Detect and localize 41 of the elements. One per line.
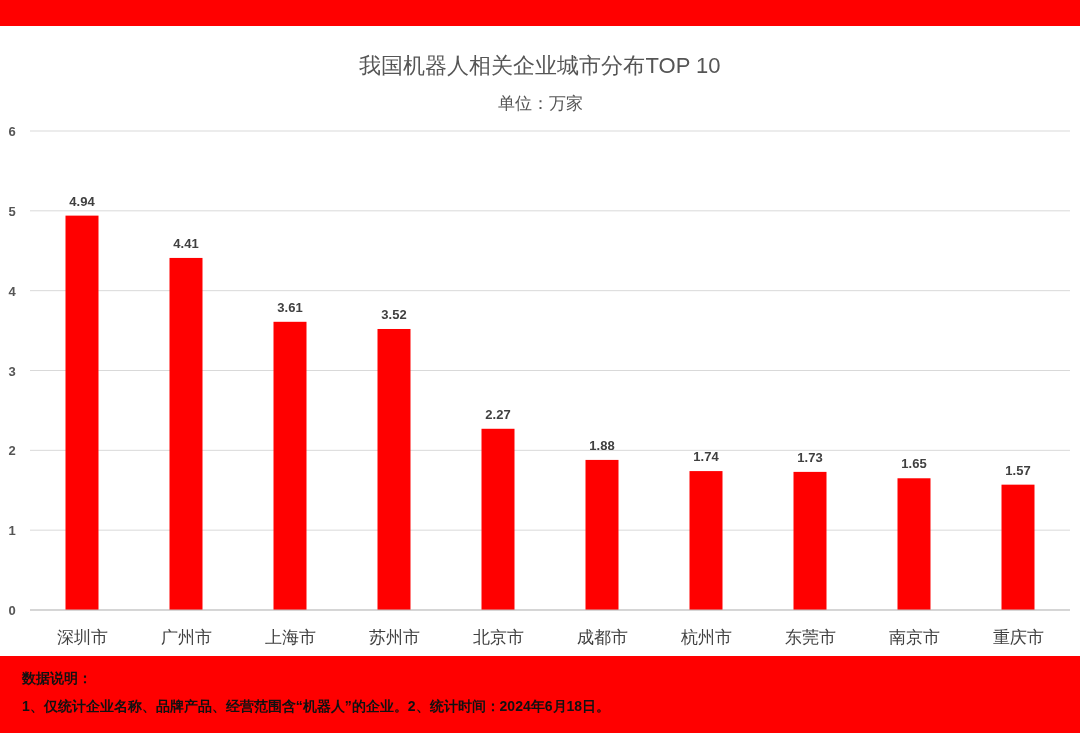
bar — [689, 471, 723, 610]
x-tick-label: 上海市 — [264, 628, 316, 647]
data-label: 3.61 — [277, 299, 303, 315]
x-tick-label: 广州市 — [160, 628, 212, 647]
x-tick-label: 深圳市 — [56, 628, 108, 647]
bar — [273, 321, 307, 610]
data-label: 1.74 — [693, 449, 720, 465]
y-tick-label: 2 — [8, 443, 16, 459]
data-label: 1.73 — [797, 449, 823, 465]
data-label: 2.27 — [485, 406, 511, 422]
data-label: 1.57 — [1005, 462, 1031, 478]
x-tick-label: 重庆市 — [992, 628, 1044, 647]
y-tick-label: 1 — [8, 523, 16, 539]
x-tick-label: 北京市 — [472, 628, 524, 647]
data-label: 4.41 — [173, 235, 199, 251]
y-tick-label: 4 — [8, 283, 17, 299]
y-tick-label: 0 — [8, 603, 16, 618]
bar — [481, 428, 515, 610]
x-tick-label: 南京市 — [888, 628, 940, 647]
text: 数据说明： — [21, 670, 92, 686]
text: 1、仅统计企业名称、品牌产品、经营范围含“机器人”的企业。2、统计时间：2024年6月18日。 — [22, 698, 611, 714]
data-label: 4.94 — [69, 193, 96, 209]
bar — [65, 215, 99, 610]
x-tick-label: 杭州市 — [679, 628, 732, 647]
bar — [1001, 484, 1035, 610]
bar — [377, 328, 411, 610]
bar — [897, 478, 931, 610]
y-tick-label: 3 — [8, 363, 16, 379]
data-label: 3.52 — [381, 306, 407, 322]
bar — [585, 459, 619, 610]
y-tick-label: 6 — [8, 124, 16, 139]
data-label: 1.88 — [589, 437, 615, 453]
chart-subtitle: 单位：万家 — [497, 94, 583, 113]
bar — [169, 257, 203, 610]
y-tick-label: 5 — [8, 203, 16, 219]
data-label: 1.65 — [901, 456, 927, 472]
x-tick-label: 苏州市 — [368, 628, 420, 647]
chart-title: 我国机器人相关企业城市分布TOP 10 — [359, 53, 721, 78]
bar — [793, 471, 827, 610]
x-tick-label: 东莞市 — [784, 628, 836, 647]
x-tick-label: 成都市 — [576, 628, 628, 647]
